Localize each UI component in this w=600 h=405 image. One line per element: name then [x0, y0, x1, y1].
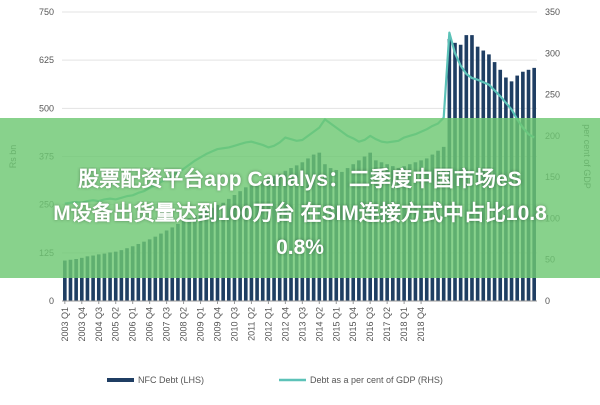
x-tick-label: 2016 Q3 [365, 307, 375, 342]
legend-label-nfc-debt: NFC Debt (LHS) [138, 375, 204, 385]
bar-nfc-debt [85, 256, 90, 301]
x-tick-label: 2015 Q4 [348, 307, 358, 342]
x-tick-label: 2018 Q4 [416, 307, 426, 342]
y-right-tick-label: 300 [545, 48, 560, 58]
x-tick-label: 2009 Q4 [213, 307, 223, 342]
banner-line-3: 0.8% [276, 236, 324, 259]
x-tick-label: 2012 Q1 [263, 307, 273, 342]
y-right-tick-label: 250 [545, 90, 560, 100]
x-tick-label: 2008 Q2 [179, 307, 189, 342]
x-tick-label: 2005 Q2 [111, 307, 121, 342]
x-tick-label: 2015 Q1 [331, 307, 341, 342]
bar-nfc-debt [91, 255, 95, 301]
x-tick-label: 2013 Q3 [297, 307, 307, 342]
y-right-tick-label: 350 [545, 7, 560, 17]
banner-line-2: M设备出货量达到100万台 在SIM连接方式中占比10.8 [53, 202, 547, 225]
x-tick-label: 2017 Q2 [382, 307, 392, 342]
x-tick-label: 2007 Q3 [162, 307, 172, 342]
x-tick-label: 2004 Q3 [94, 307, 104, 342]
banner-line-1: 股票配资平台app Canalys：二季度中国市场eS [78, 168, 522, 191]
x-tick-label: 2011 Q2 [246, 307, 256, 341]
x-tick-label: 2012 Q4 [280, 307, 290, 342]
y-left-tick-label: 0 [49, 296, 54, 306]
x-tick-label: 2006 Q4 [145, 307, 155, 342]
x-tick-label: 2009 Q1 [196, 307, 206, 342]
bar-nfc-debt [74, 258, 78, 301]
y-left-tick-label: 500 [39, 103, 54, 113]
bar-nfc-debt [63, 260, 67, 301]
y-left-tick-label: 625 [39, 55, 54, 65]
x-tick-label: 2003 Q1 [60, 307, 70, 342]
x-tick-label: 2014 Q2 [314, 307, 324, 342]
x-tick-label: 2006 Q1 [128, 307, 138, 342]
x-tick-label: 2003 Q4 [77, 307, 87, 342]
legend-label-debt-gdp: Debt as a per cent of GDP (RHS) [310, 375, 443, 385]
bar-nfc-debt [68, 259, 73, 301]
y-right-tick-label: 0 [545, 296, 550, 306]
legend: NFC Debt (LHS) Debt as a per cent of GDP … [107, 375, 443, 385]
x-tick-label: 2018 Q1 [399, 307, 409, 342]
x-tick-label: 2010 Q3 [229, 307, 239, 342]
watermark-banner: 股票配资平台app Canalys：二季度中国市场eS M设备出货量达到100万… [0, 118, 600, 278]
bar-nfc-debt [79, 257, 84, 301]
y-left-tick-label: 750 [39, 7, 54, 17]
